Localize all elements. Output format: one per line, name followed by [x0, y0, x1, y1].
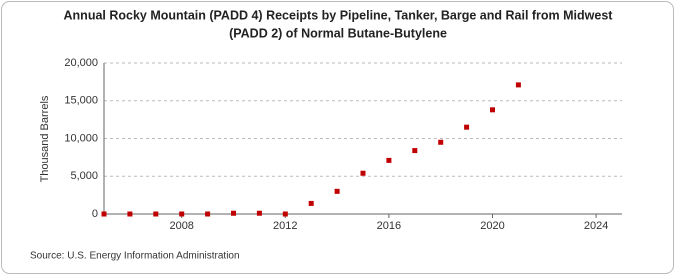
chart-title: Annual Rocky Mountain (PADD 4) Receipts …	[64, 8, 614, 22]
x-tick-label: 2016	[377, 220, 401, 232]
point	[438, 139, 444, 145]
y-tick-label: 0	[92, 208, 98, 220]
x-tick-label: 2020	[480, 220, 504, 232]
point	[153, 211, 159, 217]
point	[464, 124, 470, 130]
y-tick-label: 10,000	[64, 132, 98, 144]
y-axis-label: Thousand Barrels	[39, 95, 51, 182]
x-tick-label: 2012	[273, 220, 297, 232]
x-tick-label: 2024	[584, 220, 608, 232]
point	[334, 188, 340, 194]
point	[386, 157, 392, 163]
y-tick-label: 20,000	[64, 57, 98, 69]
frame	[1, 1, 674, 274]
point	[231, 210, 236, 216]
point	[205, 211, 211, 217]
chart-subtitle: (PADD 2) of Normal Butane-Butylene	[229, 26, 447, 40]
point	[101, 211, 107, 217]
y-tick-label: 15,000	[64, 95, 98, 107]
point	[490, 107, 495, 113]
point	[412, 148, 418, 154]
point	[127, 211, 133, 217]
point	[360, 170, 366, 176]
point	[179, 211, 185, 217]
x-tick-label: 2008	[169, 220, 193, 232]
point	[308, 200, 314, 206]
y-tick-label: 5,000	[70, 170, 98, 182]
point	[282, 211, 288, 217]
source: Source: U.S. Energy Information Administ…	[30, 251, 240, 262]
point	[515, 82, 521, 88]
point	[256, 210, 262, 216]
